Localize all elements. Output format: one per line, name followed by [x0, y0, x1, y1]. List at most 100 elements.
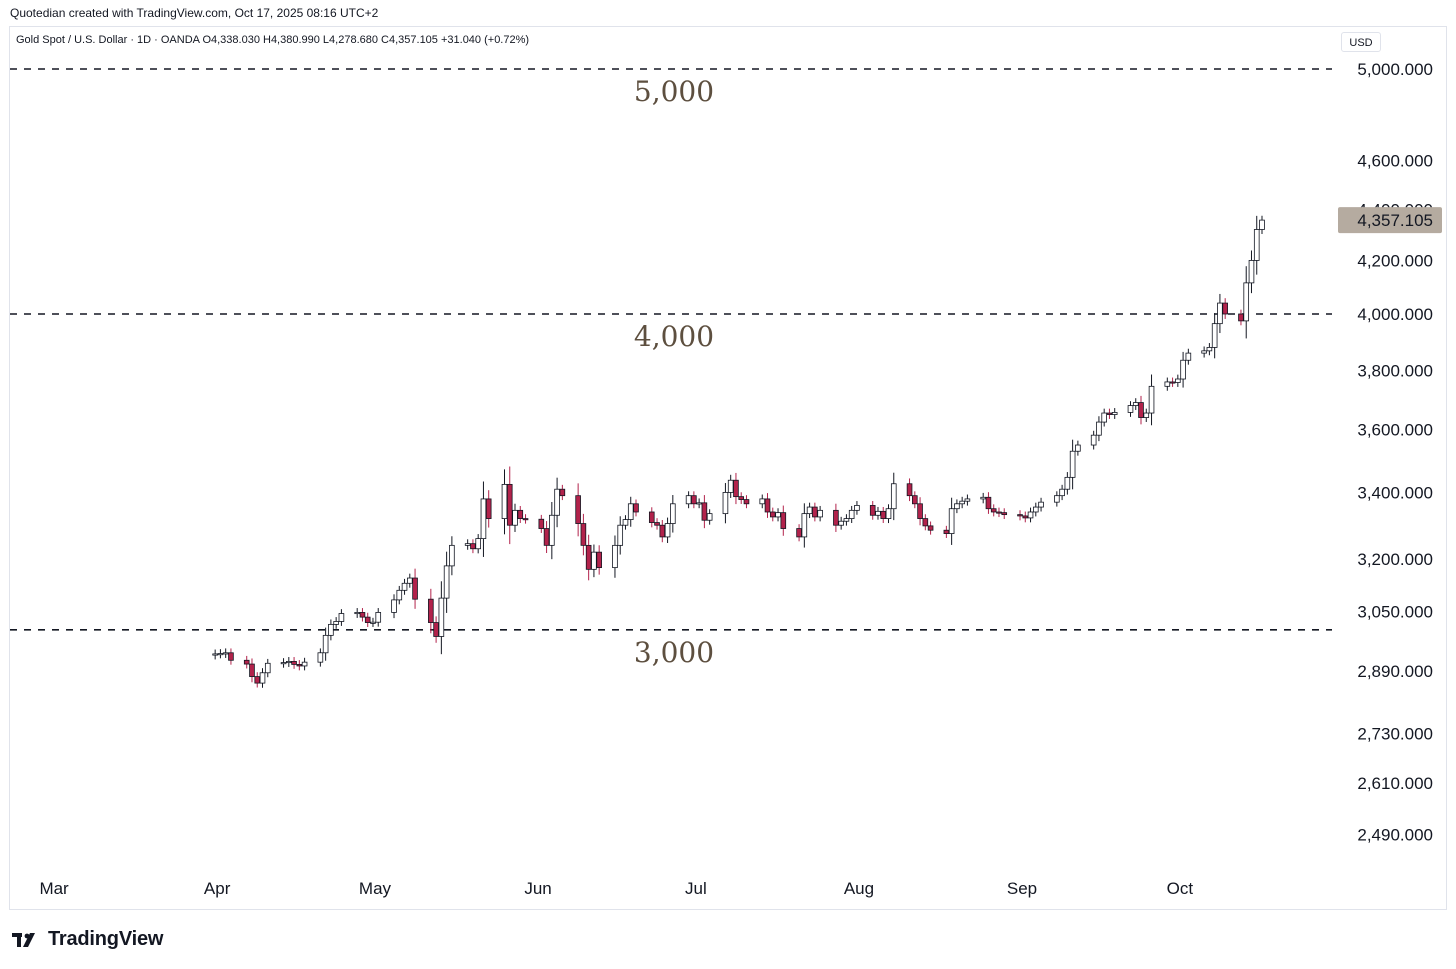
candle-body: [701, 502, 708, 521]
candle-body: [317, 652, 324, 663]
candle: [1106, 408, 1113, 419]
candle-body: [612, 544, 618, 569]
candle: [1032, 502, 1039, 517]
x-tick-label: Jul: [685, 879, 707, 898]
candle: [464, 539, 471, 550]
candle-body: [1148, 385, 1155, 414]
candle: [880, 506, 887, 523]
candle-body: [1206, 347, 1213, 352]
last-price-badge-bg: [1338, 207, 1442, 234]
last-price-badge: 4,357.105: [1338, 207, 1442, 234]
candle: [370, 617, 376, 627]
candle: [1001, 508, 1008, 520]
candle-body: [670, 503, 676, 524]
candle: [1127, 401, 1134, 417]
candle-body: [1180, 359, 1186, 380]
candle: [927, 521, 934, 535]
candle-body: [869, 505, 876, 516]
level-label-3000: 3,000: [634, 636, 714, 669]
candle: [554, 477, 560, 528]
x-tick-label: Sep: [1007, 879, 1037, 898]
candle: [322, 627, 329, 661]
candle: [522, 514, 529, 524]
candle: [449, 536, 455, 576]
candle: [512, 503, 518, 532]
candle: [885, 504, 892, 524]
candle: [375, 608, 382, 627]
candle: [1017, 510, 1023, 521]
candle-body: [538, 518, 545, 529]
candle-body: [585, 544, 592, 570]
candle-body: [927, 525, 934, 531]
candle: [1138, 395, 1144, 425]
candle: [1143, 408, 1150, 422]
candle: [733, 472, 739, 505]
candle-body: [1164, 381, 1171, 387]
candle-body: [406, 577, 413, 584]
candle: [838, 516, 844, 530]
candle-body: [443, 565, 450, 599]
candle-body: [722, 492, 729, 515]
currency-button[interactable]: USD: [1341, 32, 1381, 52]
candle-body: [890, 483, 897, 510]
candle-body: [1038, 501, 1044, 508]
candle-body: [1222, 302, 1228, 315]
candle-body: [543, 528, 550, 546]
y-tick-label: 3,200.000: [1357, 550, 1433, 569]
candle: [954, 499, 960, 514]
candle-body: [738, 496, 745, 500]
candle: [685, 491, 692, 509]
candle: [1222, 298, 1228, 319]
candle: [1132, 398, 1139, 410]
candle: [1175, 374, 1181, 387]
candle: [801, 503, 808, 548]
candle-body: [959, 500, 965, 505]
candle: [706, 509, 713, 525]
candle-body: [796, 528, 802, 538]
candle-body: [338, 613, 345, 622]
y-tick-label: 2,490.000: [1357, 825, 1433, 844]
candle-body: [449, 544, 455, 567]
candle-body: [522, 518, 529, 521]
candle-body: [475, 538, 481, 550]
candle: [249, 658, 255, 683]
candle-body: [359, 612, 366, 618]
candle: [633, 499, 639, 517]
candle-body: [291, 661, 297, 665]
candle-body: [648, 511, 655, 523]
candle-body: [1132, 402, 1139, 406]
candle: [396, 585, 403, 605]
candle: [1027, 507, 1034, 523]
candle: [1211, 313, 1218, 359]
candle-body: [222, 652, 229, 655]
y-tick-label: 3,800.000: [1357, 361, 1433, 380]
candle-body: [964, 498, 971, 502]
candle-body: [217, 653, 224, 656]
candle: [990, 504, 997, 517]
candle: [580, 513, 587, 556]
tradingview-footer[interactable]: TradingView: [12, 928, 163, 951]
time-axis: Mar Apr May Jun Jul Aug Sep Oct: [39, 879, 1193, 898]
x-tick-label: May: [359, 879, 392, 898]
chart-frame: [9, 26, 1447, 910]
candle-body: [906, 483, 913, 497]
candle-body: [580, 523, 587, 546]
candle: [985, 492, 992, 514]
candle: [817, 505, 823, 522]
candle-body: [559, 488, 566, 497]
candle-body: [464, 543, 471, 546]
candle: [359, 608, 366, 622]
candle-body: [1201, 350, 1207, 354]
candle-body: [228, 652, 234, 661]
candle: [259, 668, 266, 688]
candle: [764, 493, 771, 518]
candle: [543, 521, 550, 554]
candle-body: [617, 524, 624, 546]
candle: [354, 608, 360, 618]
candle: [912, 491, 918, 509]
candle: [585, 534, 592, 581]
y-tick-label: 5,000.000: [1357, 60, 1433, 79]
candle-body: [843, 518, 850, 522]
candle-body: [243, 659, 250, 665]
